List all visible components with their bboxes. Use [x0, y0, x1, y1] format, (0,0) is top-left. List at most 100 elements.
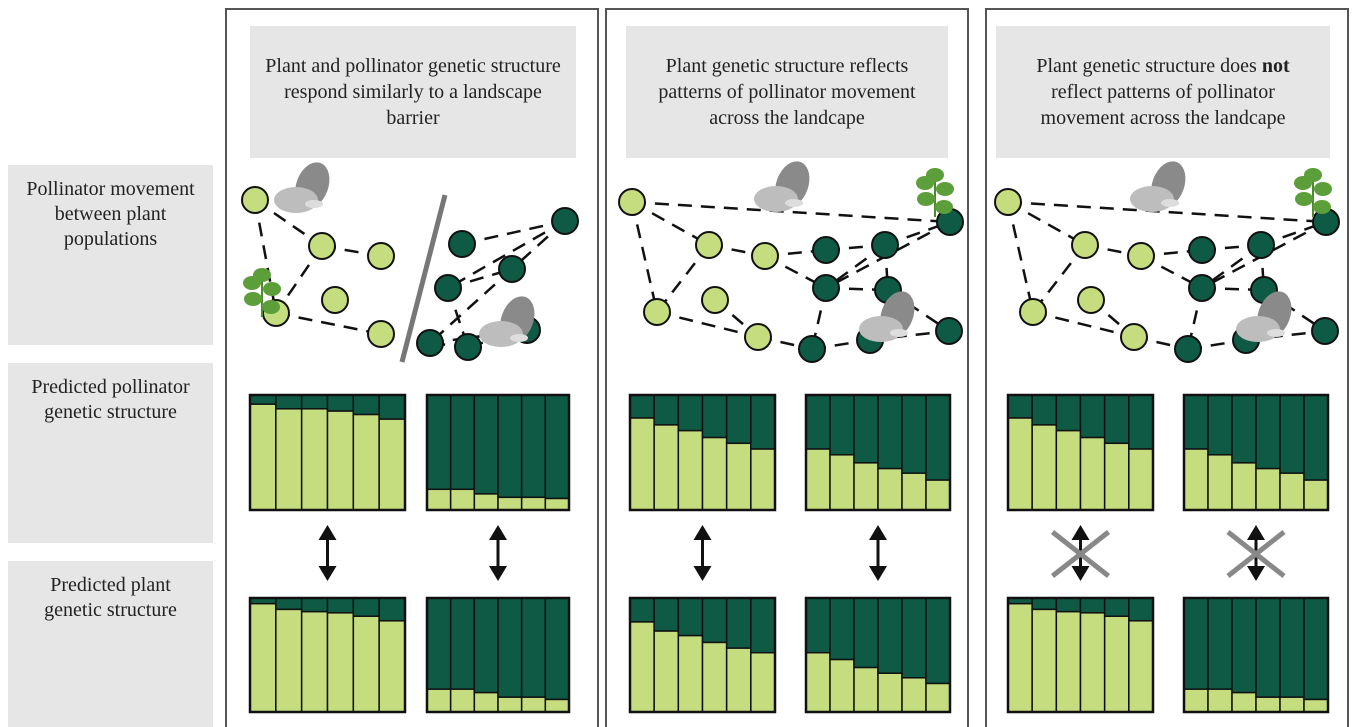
- arrow-head: [319, 525, 337, 540]
- bar-dark: [353, 598, 379, 616]
- butterfly-wing: [479, 321, 523, 347]
- bar-light: [427, 489, 451, 510]
- bar-light: [1232, 463, 1256, 510]
- title-emphasis: not: [1262, 55, 1290, 77]
- row-label-text: Predicted plant genetic structure: [28, 573, 193, 623]
- bar-light: [806, 449, 830, 510]
- bar-dark: [302, 598, 328, 612]
- bar-dark: [878, 598, 902, 673]
- bar-dark: [1129, 395, 1153, 449]
- bar-light: [353, 415, 379, 510]
- network-node: [745, 324, 771, 350]
- network-node: [499, 256, 525, 282]
- bar-light: [1105, 616, 1129, 712]
- bar-light: [328, 613, 354, 712]
- bar-light: [806, 653, 830, 712]
- network-node: [368, 243, 394, 269]
- butterfly-body: [1161, 199, 1179, 207]
- bar-light: [1232, 693, 1256, 712]
- bar-light: [1105, 443, 1129, 510]
- arrow-head: [1072, 566, 1090, 581]
- bar-light: [703, 642, 727, 712]
- network-node: [455, 334, 481, 360]
- bar-light: [379, 621, 405, 712]
- network-node: [309, 233, 335, 259]
- arrow-head: [694, 525, 712, 540]
- bar-light: [630, 418, 654, 510]
- bar-dark: [678, 395, 702, 431]
- bar-light: [498, 697, 522, 712]
- panel-title: Plant genetic structure does not reflect…: [996, 26, 1330, 158]
- network-node: [1078, 287, 1104, 313]
- bar-dark: [1184, 395, 1208, 449]
- page: Pollinator movement between plant popula…: [0, 0, 1353, 727]
- panel-title: Plant and pollinator genetic structure r…: [250, 26, 576, 158]
- bar-light: [751, 653, 775, 712]
- bar-light: [379, 419, 405, 510]
- bar-dark: [654, 395, 678, 425]
- bar-dark: [1304, 395, 1328, 480]
- bar-dark: [806, 598, 830, 653]
- bar-dark: [1032, 598, 1056, 609]
- bar-light: [902, 473, 926, 510]
- bar-dark: [451, 395, 475, 489]
- bar-light: [276, 609, 302, 712]
- bar-light: [830, 660, 854, 712]
- plant-leaf: [935, 200, 953, 214]
- bar-light: [902, 678, 926, 712]
- bar-dark: [1056, 598, 1080, 612]
- network-node: [936, 318, 962, 344]
- network-edge: [276, 313, 381, 334]
- bar-dark: [427, 598, 451, 689]
- bar-dark: [545, 395, 569, 499]
- bar-dark: [379, 598, 405, 621]
- bar-dark: [1032, 395, 1056, 425]
- network-edge: [1033, 312, 1134, 337]
- bar-light: [1129, 449, 1153, 510]
- bar-light: [878, 469, 902, 510]
- bar-light: [1032, 425, 1056, 510]
- plant-leaf: [1313, 200, 1331, 214]
- bar-light: [727, 443, 751, 510]
- bar-light: [545, 699, 569, 712]
- bar-dark: [902, 395, 926, 473]
- bar-dark: [276, 598, 302, 609]
- bar-dark: [1304, 598, 1328, 699]
- network-node: [417, 330, 443, 356]
- butterfly-body: [510, 334, 528, 342]
- butterfly-wing: [1236, 316, 1280, 342]
- network-edge: [1008, 202, 1033, 312]
- network-node: [435, 275, 461, 301]
- bar-light: [474, 693, 498, 712]
- network-node: [702, 287, 728, 313]
- bar-dark: [727, 598, 751, 648]
- plant-leaf: [1304, 168, 1322, 182]
- bar-light: [727, 648, 751, 712]
- row-label-text: Pollinator movement between plant popula…: [16, 177, 205, 252]
- bar-dark: [1081, 395, 1105, 438]
- bar-dark: [926, 395, 950, 480]
- bar-dark: [474, 598, 498, 693]
- network-node: [368, 321, 394, 347]
- bar-light: [276, 409, 302, 510]
- network-node: [449, 231, 475, 257]
- bar-dark: [1256, 395, 1280, 469]
- arrow-head: [489, 525, 507, 540]
- network-node: [813, 275, 839, 301]
- network-node: [872, 232, 898, 258]
- arrow-head: [1247, 566, 1265, 581]
- bar-dark: [1105, 598, 1129, 616]
- network-node: [619, 189, 645, 215]
- network-node: [1175, 336, 1201, 362]
- bar-dark: [854, 598, 878, 668]
- bar-light: [678, 636, 702, 712]
- plant-leaf: [253, 268, 271, 282]
- bar-dark: [1105, 395, 1129, 443]
- bar-light: [302, 612, 328, 712]
- network-node: [1072, 232, 1098, 258]
- bar-dark: [302, 395, 328, 409]
- network-node: [696, 232, 722, 258]
- network-node: [644, 299, 670, 325]
- network-node: [242, 187, 268, 213]
- bar-light: [1032, 609, 1056, 712]
